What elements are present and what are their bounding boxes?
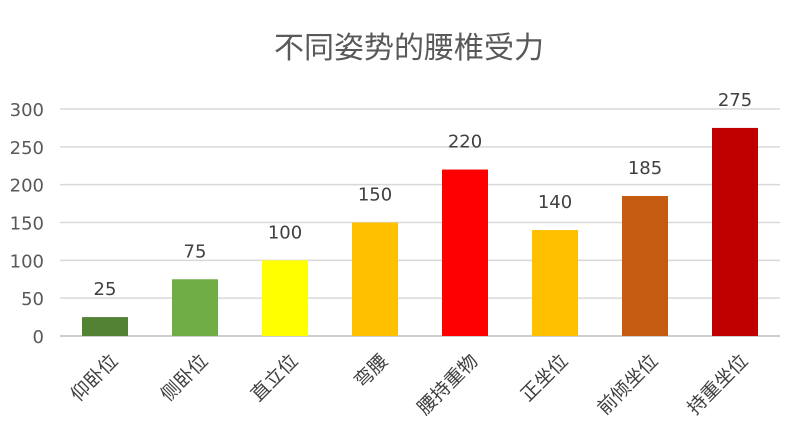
data-label: 275 [718,90,752,111]
data-label: 185 [628,158,662,179]
x-tick-label: 弯腰 [350,350,392,392]
x-tick-label: 腰持重物 [413,350,482,419]
bar-4 [442,169,488,336]
bar-5 [532,230,578,336]
x-tick-label: 仰卧位 [67,350,123,406]
y-axis-ticks: 0 50 100 150 200 250 300 [10,100,44,348]
x-tick-label: 持重坐位 [683,350,752,419]
bar-2 [262,260,308,336]
data-label: 150 [358,185,392,206]
bar-6 [622,196,668,336]
chart-title: 不同姿势的腰椎受力 [274,31,544,66]
data-label: 220 [448,132,482,153]
y-tick-label: 150 [10,214,44,235]
y-tick-label: 50 [21,289,44,310]
category-labels: 仰卧位 侧卧位 直立位 弯腰 腰持重物 正坐位 前倾坐位 持重坐位 [67,350,753,419]
y-tick-label: 250 [10,138,44,159]
data-label: 25 [94,279,117,300]
y-tick-label: 0 [33,327,44,348]
bar-3 [352,222,398,336]
data-label: 140 [538,192,572,213]
y-tick-label: 300 [10,100,44,121]
y-tick-label: 200 [10,176,44,197]
data-labels: 25 75 100 150 220 140 185 275 [94,90,753,300]
x-tick-label: 正坐位 [517,350,573,406]
bar-0 [82,317,128,336]
y-tick-label: 100 [10,251,44,272]
bar-7 [712,127,758,337]
bars [82,127,758,337]
gridlines [60,108,780,337]
x-tick-label: 前倾坐位 [593,350,662,419]
data-label: 75 [184,241,207,262]
bar-1 [172,279,218,336]
x-tick-label: 直立位 [247,350,303,406]
x-tick-label: 侧卧位 [157,350,213,406]
data-label: 100 [268,222,302,243]
